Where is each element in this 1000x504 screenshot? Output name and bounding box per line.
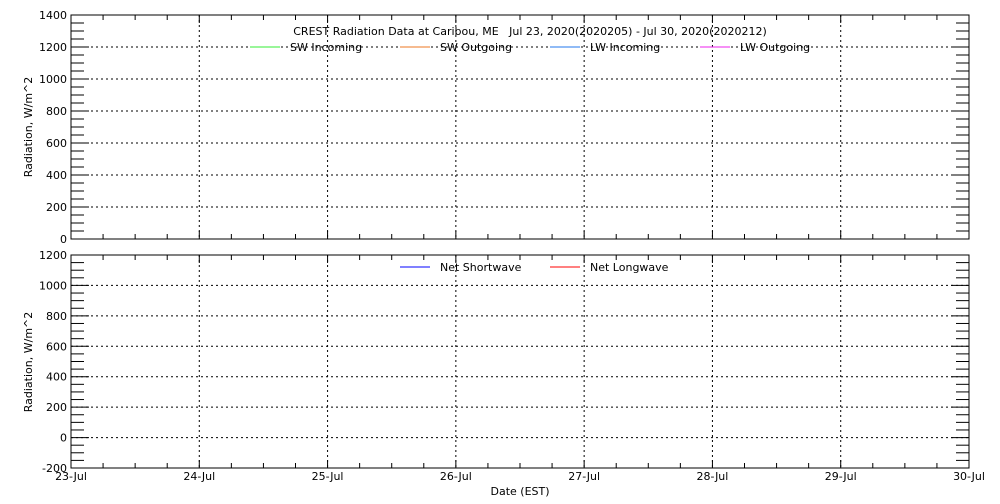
y-axis-label-bottom: Radiation, W/m^2 (22, 312, 35, 413)
y-tick-label: -200 (42, 462, 67, 475)
y-tick-label: 400 (46, 371, 67, 384)
y-tick-label: 400 (46, 169, 67, 182)
x-axis-label: Date (EST) (490, 485, 549, 498)
y-axis-label-top: Radiation, W/m^2 (22, 77, 35, 178)
x-tick-label: 24-Jul (183, 470, 215, 483)
y-tick-label: 1000 (39, 279, 67, 292)
legend-label: SW Incoming (290, 41, 362, 54)
y-tick-label: 800 (46, 310, 67, 323)
x-tick-label: 30-Jul (953, 470, 985, 483)
x-tick-label: 26-Jul (440, 470, 472, 483)
y-tick-label: 600 (46, 340, 67, 353)
y-tick-label: 800 (46, 105, 67, 118)
y-tick-label: 0 (60, 432, 67, 445)
plot-frame (70, 14, 970, 240)
y-tick-label: 1200 (39, 249, 67, 262)
y-tick-label: 1400 (39, 9, 67, 22)
y-tick-label: 200 (46, 201, 67, 214)
legend-label: LW Incoming (590, 41, 660, 54)
bottom-panel: -200 0 200 400 600 800 1000 1200 23-Jul 24-Jul 25-… (39, 249, 985, 483)
x-tick-label: 29-Jul (825, 470, 857, 483)
x-tick-label: 23-Jul (55, 470, 87, 483)
y-tick-label: 600 (46, 137, 67, 150)
x-tick-label: 25-Jul (312, 470, 344, 483)
x-tick-label: 28-Jul (696, 470, 728, 483)
plot-frame (70, 254, 970, 469)
legend-label: LW Outgoing (740, 41, 810, 54)
legend-label: Net Longwave (590, 261, 669, 274)
y-tick-label: 200 (46, 401, 67, 414)
y-tick-label: 1200 (39, 41, 67, 54)
legend-label: SW Outgoing (440, 41, 512, 54)
legend-label: Net Shortwave (440, 261, 522, 274)
top-panel: 0 200 400 600 800 1000 1200 1400 SW Incoming SW O… (39, 9, 970, 246)
x-tick-label: 27-Jul (568, 470, 600, 483)
chart-title: CREST Radiation Data at Caribou, ME Jul … (293, 25, 767, 38)
y-tick-label: 1000 (39, 73, 67, 86)
y-tick-label: 0 (60, 233, 67, 246)
